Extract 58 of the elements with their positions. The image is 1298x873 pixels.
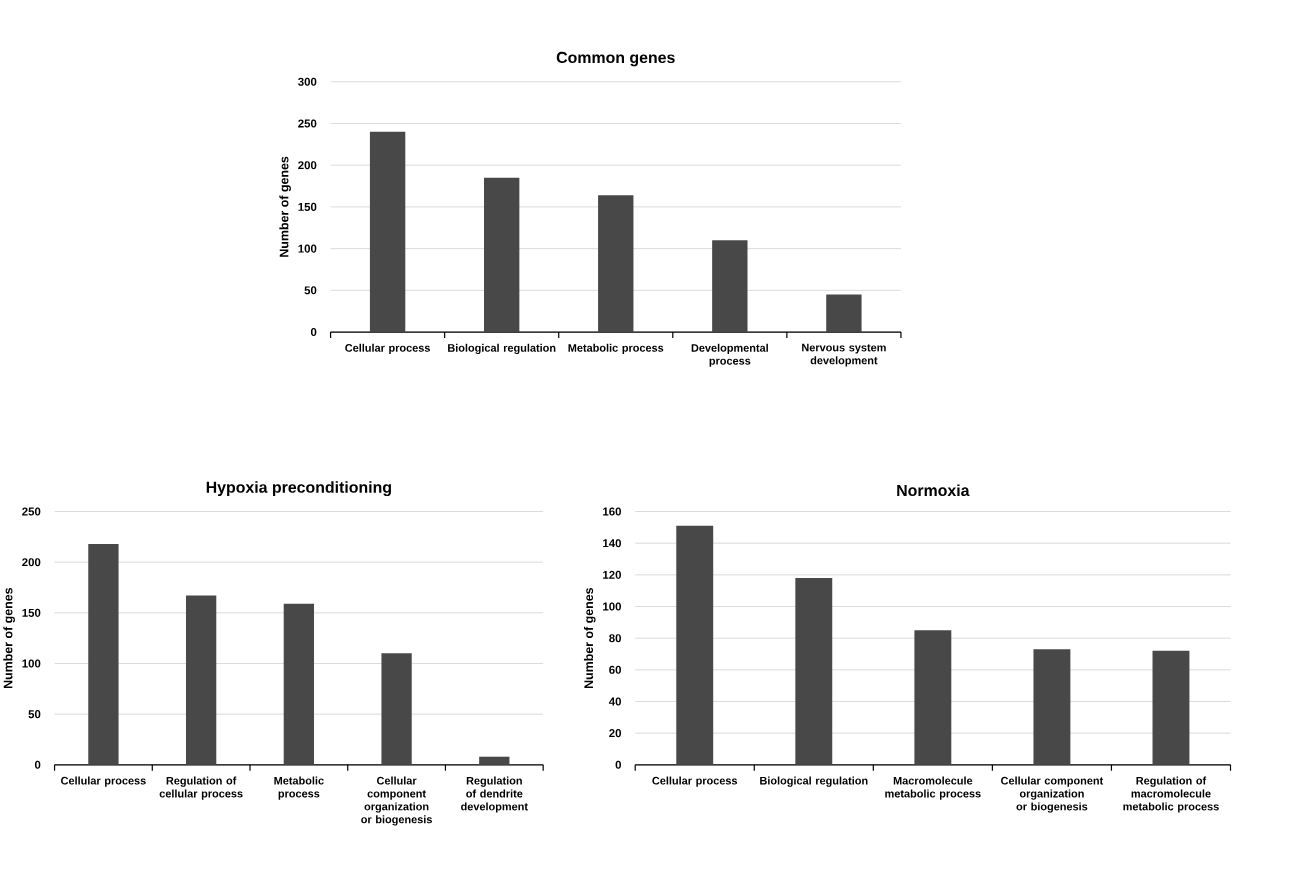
y-tick-label: 80 — [609, 634, 621, 643]
y-tick-label: 0 — [615, 761, 622, 770]
bar — [381, 653, 412, 766]
y-axis-title: Number of genes — [583, 588, 596, 689]
chart-title: Normoxia — [897, 484, 970, 497]
x-tick-label: Metabolic process — [568, 344, 664, 355]
bar — [795, 578, 833, 766]
x-tick-label: Cellular component organization or biogenesis — [1001, 776, 1104, 813]
y-tick-label: 300 — [298, 77, 317, 87]
x-tick-label: Cellular component organization or biogenesis — [361, 776, 432, 826]
x-tick-label: Metabolic process — [274, 776, 324, 800]
bar — [826, 294, 862, 333]
y-tick-label: 250 — [22, 507, 41, 516]
bar — [676, 526, 714, 766]
x-tick-label: Nervous system development — [802, 344, 886, 367]
y-tick-label: 0 — [310, 328, 317, 337]
y-tick-label: 100 — [603, 602, 621, 611]
bar — [479, 756, 510, 766]
x-tick-label: Developmental process — [691, 344, 768, 368]
y-tick-label: 150 — [22, 609, 41, 618]
y-tick-label: 0 — [34, 761, 41, 770]
y-tick-label: 20 — [609, 729, 621, 738]
x-tick-label: Cellular process — [652, 776, 738, 787]
x-tick-label: Regulation of dendrite development — [461, 776, 528, 813]
bar — [484, 177, 520, 333]
bar — [185, 595, 217, 766]
y-tick-label: 40 — [608, 697, 621, 706]
bar — [1033, 649, 1071, 766]
y-tick-label: 250 — [298, 119, 317, 128]
y-tick-label: 100 — [22, 659, 41, 668]
x-tick-label: Regulation of cellular process — [159, 776, 243, 800]
x-tick-label: Biological regulation — [760, 776, 868, 788]
y-tick-label: 150 — [298, 203, 317, 212]
chart-title: Hypoxia preconditioning — [206, 481, 391, 497]
bar — [1152, 651, 1190, 766]
bar — [914, 630, 952, 766]
x-tick-label: Biological regulation — [448, 344, 556, 355]
y-tick-label: 140 — [603, 539, 621, 548]
x-tick-label: Regulation of macromolecule metabolic process — [1123, 776, 1219, 813]
y-tick-label: 100 — [298, 244, 317, 253]
y-tick-label: 120 — [603, 571, 621, 580]
x-tick-label: Cellular process — [345, 344, 430, 355]
y-tick-label: 50 — [304, 286, 317, 295]
x-tick-label: Macromolecule metabolic process — [885, 776, 981, 800]
bar — [283, 603, 315, 766]
bar — [712, 240, 748, 333]
y-tick-label: 200 — [298, 161, 317, 170]
y-axis-title: Number of genes — [279, 156, 291, 258]
y-tick-label: 60 — [609, 666, 621, 675]
bar — [598, 195, 634, 333]
y-tick-label: 200 — [22, 558, 41, 567]
bar — [88, 544, 119, 766]
y-axis-title: Number of genes — [3, 588, 15, 689]
chart-title: Common genes — [556, 52, 675, 67]
y-tick-label: 50 — [28, 710, 41, 719]
bar — [369, 132, 406, 333]
x-tick-label: Cellular process — [61, 776, 146, 787]
y-tick-label: 160 — [603, 507, 621, 516]
